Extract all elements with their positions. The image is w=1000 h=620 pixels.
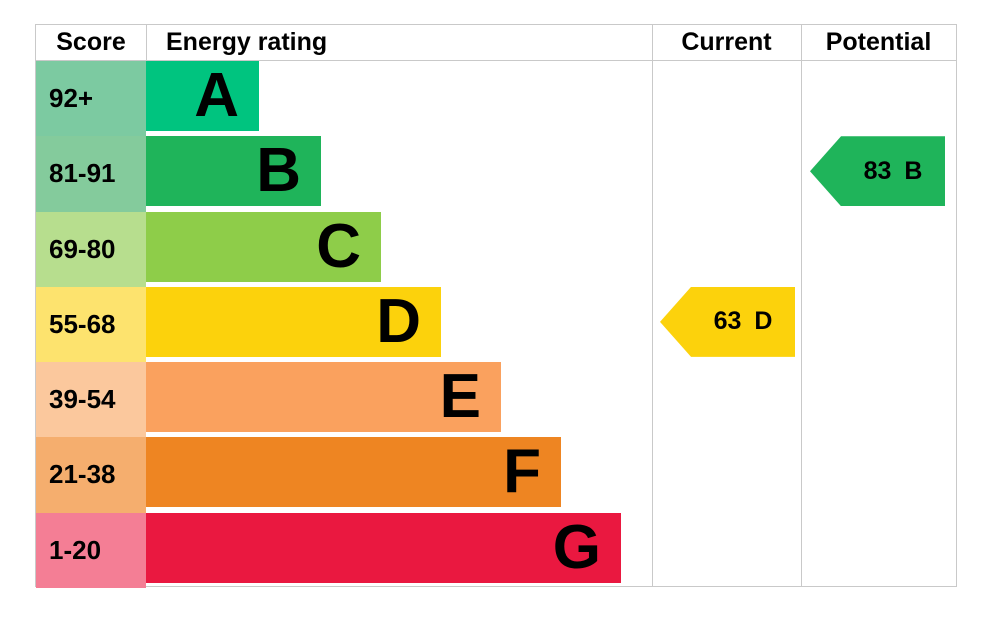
score-column-header: Score: [56, 28, 126, 56]
current-column-header: Current: [681, 28, 772, 56]
score-range-e: 39-54: [36, 362, 146, 438]
band-bar-c: C: [146, 211, 381, 282]
score-range-g: 1-20: [36, 512, 146, 588]
score-range-c: 69-80: [36, 211, 146, 287]
band-bar-d: D: [146, 286, 441, 357]
band-row-e: 39-54 E: [36, 362, 956, 438]
band-bar-a: A: [146, 61, 259, 131]
potential-column-divider: [801, 25, 802, 586]
current-rating-letter: D: [754, 307, 773, 336]
band-row-d: 55-68 D: [36, 286, 956, 363]
band-bar-f: F: [146, 437, 561, 508]
potential-rating-arrow: 83 B: [810, 136, 945, 207]
table-header: Score Energy rating Current Potential: [36, 25, 956, 61]
band-rows: 92+ A 81-91 B 69-80 C 55-68 D 39-54 E 21…: [36, 61, 956, 588]
score-range-f: 21-38: [36, 437, 146, 513]
band-row-c: 69-80 C: [36, 211, 956, 287]
band-row-a: 92+ A: [36, 61, 956, 137]
score-range-d: 55-68: [36, 286, 146, 363]
band-row-f: 21-38 F: [36, 437, 956, 513]
band-row-g: 1-20 G: [36, 512, 956, 588]
score-column-divider: [146, 25, 147, 61]
score-range-a: 92+: [36, 61, 146, 137]
potential-rating-letter: B: [904, 156, 923, 185]
band-row-b: 81-91 B: [36, 136, 956, 212]
band-bar-e: E: [146, 362, 501, 433]
energy-rating-column-header: Energy rating: [166, 28, 328, 56]
score-range-b: 81-91: [36, 136, 146, 212]
current-column-divider: [652, 25, 653, 586]
band-bar-b: B: [146, 136, 321, 207]
band-bar-g: G: [146, 512, 621, 583]
potential-column-header: Potential: [825, 28, 932, 56]
current-rating-arrow: 63 D: [660, 286, 795, 357]
current-rating-value: 63: [713, 307, 742, 336]
epc-table: Score Energy rating Current Potential 92…: [35, 24, 957, 588]
potential-rating-value: 83: [863, 156, 892, 185]
